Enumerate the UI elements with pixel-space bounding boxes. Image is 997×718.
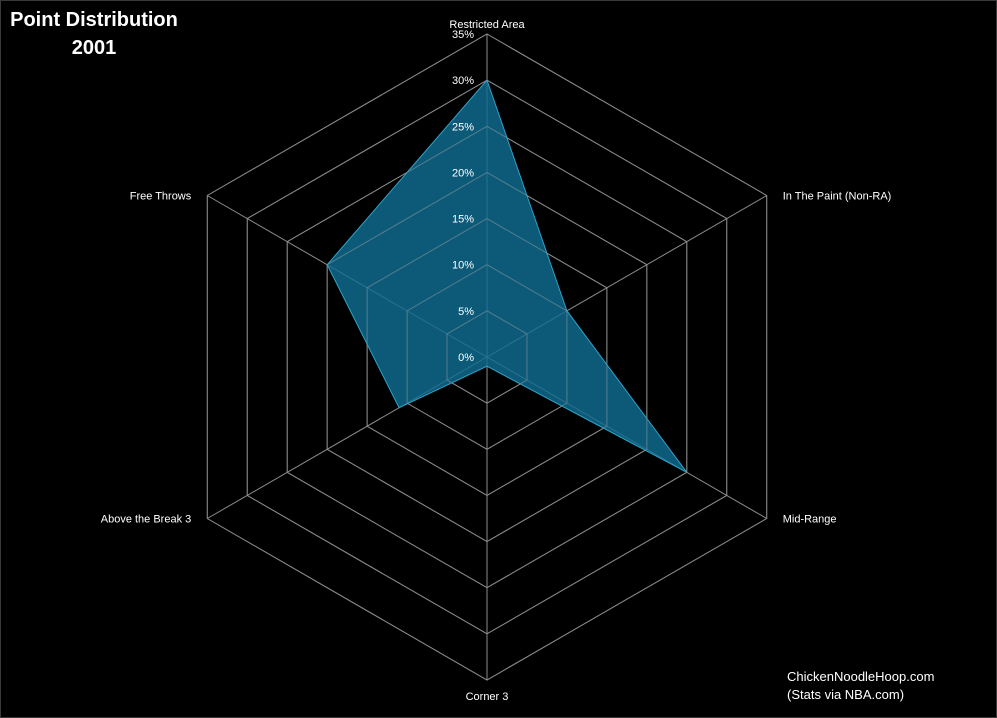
chart-title-block: Point Distribution 2001 [6,6,182,62]
data-area [326,79,688,473]
category-label: Restricted Area [449,19,525,31]
grid-ring-overlay-3 [366,217,608,497]
credit-source: (Stats via NBA.com) [787,687,905,702]
tick-label: 20% [452,167,474,179]
chart-title: Point Distribution [10,9,178,31]
tick-label: 5% [458,306,474,318]
tick-label: 35% [452,29,474,41]
grid-ring-overlay-4 [326,171,648,543]
grid-ring-overlay-6 [246,79,728,635]
category-label: Corner 3 [466,691,509,703]
grid-ring-overlay-1 [446,310,528,404]
tick-label: 30% [452,75,474,87]
category-label: Free Throws [130,191,192,203]
tick-label: 10% [452,260,474,272]
category-label: Above the Break 3 [101,514,192,526]
credit-site: ChickenNoodleHoop.com [787,669,935,684]
tick-label: 0% [458,352,474,364]
category-label: Mid-Range [783,514,837,526]
credit-block: ChickenNoodleHoop.com (Stats via NBA.com… [787,668,934,704]
chart-subtitle: 2001 [71,37,117,59]
tick-label: 15% [452,214,474,226]
grid-ring-overlay-7 [206,33,768,681]
tick-label: 25% [452,121,474,133]
grid-ring-overlay-5 [286,125,688,589]
category-label: In The Paint (Non-RA) [783,191,892,203]
grid-ring-overlay-2 [406,264,568,450]
